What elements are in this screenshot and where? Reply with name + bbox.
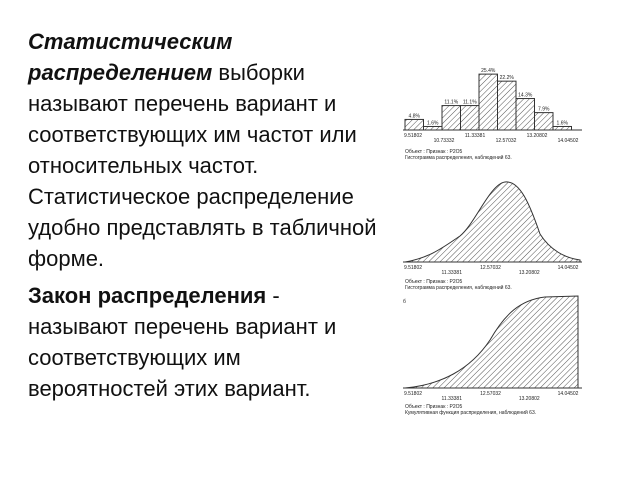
bar — [460, 105, 480, 131]
value-label: 11.1% — [463, 100, 477, 106]
text: выборки называют перечень вариант и соот… — [28, 60, 377, 271]
bar — [423, 125, 443, 131]
caption: Гистограмма распределения, наблюдений 63… — [405, 284, 512, 291]
bar — [515, 98, 535, 131]
bar — [552, 125, 572, 131]
caption: Объект : Признак : Р2О5 — [405, 404, 463, 410]
tick-label: 14.04502 — [558, 138, 579, 144]
value-label: 11.1% — [444, 100, 458, 106]
tick-label: 12.57032 — [480, 265, 501, 271]
bar — [478, 73, 498, 131]
tick-label: 12.57032 — [480, 391, 501, 397]
tick-label: 9.51802 — [404, 265, 422, 271]
tick-label: 14.04502 — [558, 391, 579, 397]
tick-label: 11.33381 — [465, 133, 486, 139]
tick-label: 9.51802 — [404, 133, 422, 139]
cumulative-curve: 9.51802 11.33381 12.57032 13.20802 14.04502 О… — [403, 295, 582, 416]
paragraph: Закон распределения - называют перечень … — [28, 280, 380, 404]
tick-label: 10.73332 — [434, 138, 455, 144]
term: Статистическим распределением — [28, 29, 233, 85]
figure-mark: б — [403, 299, 406, 305]
tick-label: 13.20802 — [527, 133, 548, 139]
curve-area — [404, 295, 579, 389]
tick-label: 11.33381 — [442, 396, 463, 402]
value-label: 7.9% — [538, 107, 550, 113]
tick-label: 14.04502 — [558, 265, 579, 271]
value-label: 25.4% — [481, 68, 496, 74]
paragraph: Статистическим распределением выборки на… — [28, 26, 380, 274]
term: Закон распределения — [28, 283, 267, 308]
bar — [441, 105, 461, 131]
tick-label: 11.33381 — [442, 270, 463, 276]
value-label: 22.2% — [500, 75, 515, 81]
caption: Кумулятивная функция распределения, набл… — [405, 409, 536, 416]
tick-label: 13.20802 — [519, 270, 540, 276]
bar — [534, 112, 554, 131]
tick-label: 13.20802 — [519, 396, 540, 402]
bar — [497, 80, 517, 131]
tick-label: 9.51802 — [404, 391, 422, 397]
histogram: 4.8% 1.6% 11.1% 11.1% 25.4% 22.2% 14.3% 7.9% 1.6… — [403, 68, 582, 161]
text: - называют перечень вариант и соответств… — [28, 283, 337, 401]
value-label: 4.8% — [409, 113, 421, 119]
value-label: 1.6% — [427, 120, 439, 126]
caption: Объект : Признак : Р2О5 — [405, 149, 463, 155]
density-curve: 9.51802 11.33381 12.57032 13.20802 14.04502 О… — [403, 181, 582, 291]
tick-label: 12.57032 — [496, 138, 517, 144]
curve-area — [404, 181, 581, 263]
bar — [404, 118, 424, 131]
value-label: 1.6% — [557, 120, 569, 126]
caption: Гистограмма распределения, наблюдений 63… — [405, 154, 512, 161]
caption: Объект : Признак : Р2О5 — [405, 279, 463, 285]
value-label: 14.3% — [518, 93, 533, 99]
body-text: Статистическим распределением выборки на… — [28, 26, 380, 410]
